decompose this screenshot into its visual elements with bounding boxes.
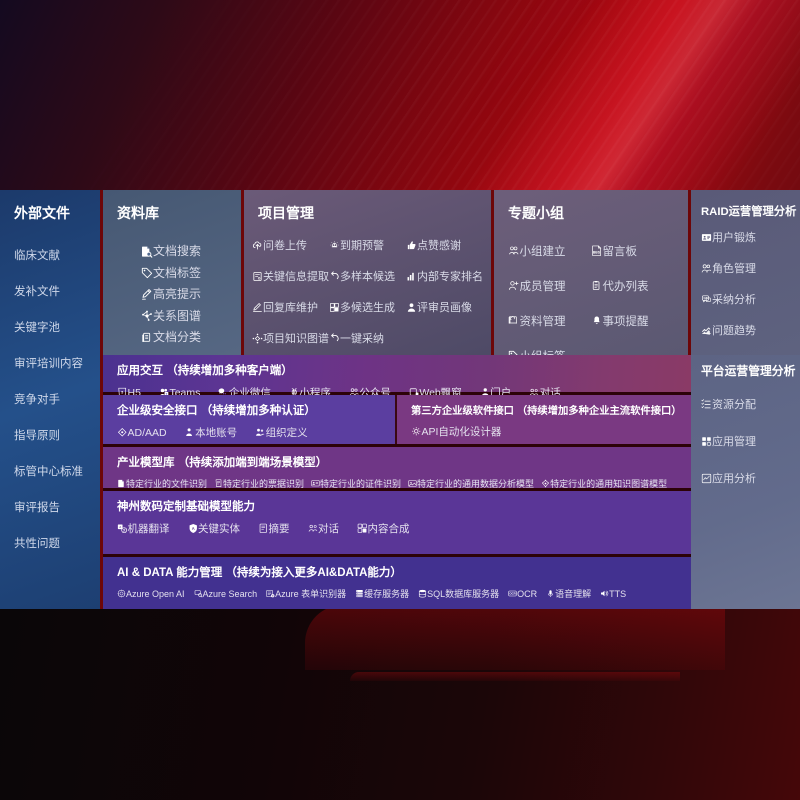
svg-text:文: 文 [123, 528, 126, 532]
svg-text:OCR: OCR [510, 592, 516, 596]
svg-text:A: A [119, 525, 121, 529]
svg-text:A: A [191, 526, 194, 531]
svg-text:BBS: BBS [593, 251, 601, 255]
